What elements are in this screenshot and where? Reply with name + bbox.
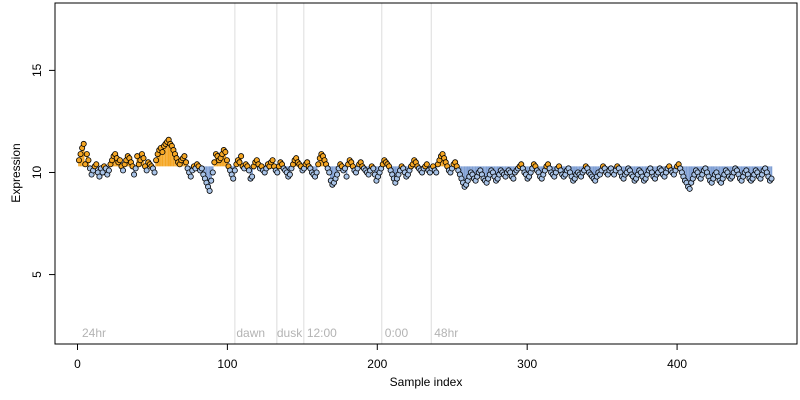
time-annotations: 24hr dawn dusk 12:00 0:00 48hr [82, 326, 458, 340]
time-annotation: 12:00 [307, 326, 337, 340]
data-point [269, 157, 276, 164]
data-point [223, 157, 230, 164]
data-point [143, 167, 150, 174]
data-point [238, 153, 245, 160]
y-axis: 5 10 15 [30, 63, 56, 278]
x-tick-label: 200 [367, 357, 387, 371]
data-point [75, 157, 82, 164]
data-point [370, 165, 377, 172]
data-point [198, 165, 205, 172]
data-point [82, 161, 89, 168]
data-point [245, 167, 252, 174]
data-point [423, 161, 430, 168]
data-point [510, 175, 517, 182]
data-point [181, 153, 188, 160]
data-point [140, 155, 147, 162]
y-axis-title: Expression [9, 143, 23, 202]
data-point [116, 157, 123, 164]
data-point [187, 173, 194, 180]
data-point [341, 165, 348, 172]
data-point [274, 169, 281, 176]
data-point [326, 169, 333, 176]
data-point [159, 149, 166, 156]
x-axis: 0 100 200 300 400 [74, 343, 687, 371]
data-point [315, 161, 322, 168]
data-point [151, 169, 158, 176]
y-tick-label: 15 [30, 63, 44, 77]
x-tick-label: 400 [667, 357, 687, 371]
data-point [222, 149, 229, 156]
x-tick-label: 100 [217, 357, 237, 371]
data-point [768, 175, 775, 182]
time-annotation: 48hr [434, 326, 458, 340]
data-point [183, 159, 190, 166]
data-point [77, 151, 84, 158]
data-point [209, 169, 216, 176]
data-point [93, 161, 100, 168]
data-point [96, 173, 103, 180]
time-annotation: dawn [236, 326, 265, 340]
data-point [433, 169, 440, 176]
data-point [120, 167, 127, 174]
y-tick-label: 5 [30, 271, 44, 278]
data-point [313, 169, 320, 176]
data-point [334, 171, 341, 178]
data-point [83, 151, 90, 158]
data-point [249, 173, 256, 180]
time-annotation: 24hr [82, 326, 106, 340]
data-point [105, 167, 112, 174]
data-point [230, 175, 237, 182]
x-tick-label: 0 [74, 357, 81, 371]
time-annotation: 0:00 [385, 326, 409, 340]
data-point [132, 165, 139, 172]
data-point [208, 177, 215, 184]
data-point [236, 159, 243, 166]
data-point [131, 171, 138, 178]
data-point [153, 157, 160, 164]
y-tick-label: 10 [30, 165, 44, 179]
time-annotation: dusk [277, 326, 303, 340]
x-axis-title: Sample index [390, 375, 463, 389]
data-point [231, 167, 238, 174]
x-tick-label: 300 [517, 357, 537, 371]
data-point [686, 185, 693, 192]
data-point [85, 157, 92, 164]
data-point [286, 171, 293, 178]
data-point [80, 140, 87, 147]
data-point [206, 187, 213, 194]
data-point [343, 173, 350, 180]
data-layer [75, 136, 775, 194]
